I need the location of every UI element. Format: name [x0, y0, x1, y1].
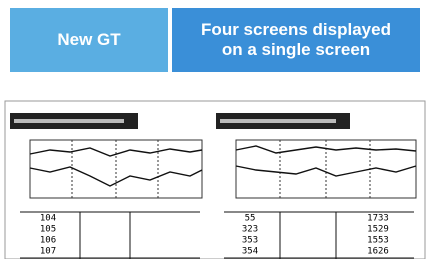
page: New GT Four screens displayedon a single…: [0, 0, 430, 259]
panel-title-blur: [220, 119, 336, 123]
table-cell: 323: [242, 225, 258, 235]
table-cell: 55: [245, 214, 256, 224]
panel-title-blur: [14, 119, 124, 123]
table-cell: 105: [40, 225, 56, 235]
table-cell: 104: [40, 214, 56, 224]
table-cell: 354: [242, 247, 258, 257]
table-cell: 106: [40, 236, 56, 246]
table-cell: 1733: [367, 214, 389, 224]
table-cell: 353: [242, 236, 258, 246]
table-cell: 1553: [367, 236, 389, 246]
table-cell: 1626: [367, 247, 389, 257]
screenshot: 104105106107 55 1733 323 1529 353 1553 354 1626: [0, 0, 430, 259]
table-cell: 1529: [367, 225, 389, 235]
table-cell: 107: [40, 247, 56, 257]
